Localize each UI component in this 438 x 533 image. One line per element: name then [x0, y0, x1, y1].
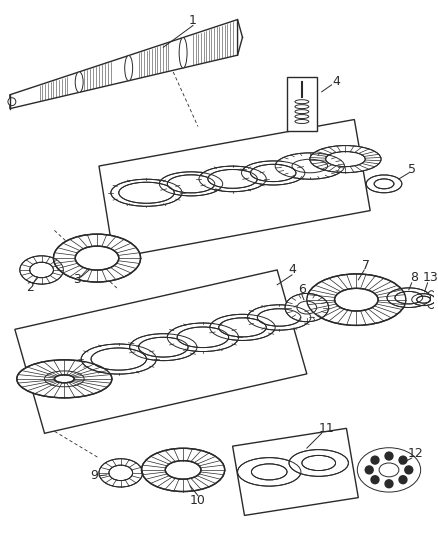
Polygon shape — [233, 429, 358, 515]
Ellipse shape — [379, 463, 399, 477]
Ellipse shape — [179, 37, 187, 68]
Text: 5: 5 — [408, 163, 416, 175]
Ellipse shape — [366, 175, 402, 193]
Text: 1: 1 — [189, 14, 197, 27]
Ellipse shape — [210, 314, 275, 341]
Ellipse shape — [125, 55, 133, 80]
Ellipse shape — [395, 292, 423, 304]
Ellipse shape — [109, 465, 133, 481]
Circle shape — [385, 452, 393, 460]
Text: 12: 12 — [408, 447, 424, 459]
Ellipse shape — [412, 294, 435, 305]
Ellipse shape — [91, 348, 146, 370]
Ellipse shape — [165, 461, 201, 479]
Text: 4: 4 — [288, 263, 296, 277]
Ellipse shape — [374, 179, 394, 189]
Circle shape — [371, 456, 379, 464]
Circle shape — [385, 480, 393, 488]
Circle shape — [399, 456, 407, 464]
Text: 3: 3 — [73, 273, 81, 286]
Ellipse shape — [54, 375, 74, 383]
Ellipse shape — [167, 175, 215, 193]
Ellipse shape — [241, 161, 305, 185]
Text: 13: 13 — [423, 271, 438, 285]
Text: 2: 2 — [26, 281, 34, 294]
Ellipse shape — [417, 296, 431, 303]
Circle shape — [365, 466, 373, 474]
Circle shape — [371, 476, 379, 483]
Ellipse shape — [141, 448, 225, 491]
Ellipse shape — [357, 448, 420, 492]
Ellipse shape — [285, 294, 328, 322]
Ellipse shape — [17, 360, 112, 398]
Ellipse shape — [81, 344, 156, 374]
Ellipse shape — [119, 182, 174, 203]
Ellipse shape — [75, 72, 83, 92]
Circle shape — [399, 476, 407, 483]
Text: 4: 4 — [332, 75, 340, 88]
Ellipse shape — [130, 334, 197, 361]
Ellipse shape — [302, 455, 336, 471]
Ellipse shape — [258, 309, 301, 326]
Ellipse shape — [427, 290, 437, 309]
Ellipse shape — [20, 256, 64, 284]
Ellipse shape — [251, 464, 287, 480]
Polygon shape — [99, 119, 370, 258]
Ellipse shape — [237, 458, 301, 486]
Ellipse shape — [335, 288, 378, 311]
Ellipse shape — [99, 459, 142, 487]
Ellipse shape — [199, 166, 266, 192]
Ellipse shape — [159, 172, 223, 196]
Ellipse shape — [30, 262, 53, 278]
Ellipse shape — [247, 305, 311, 330]
Text: 6: 6 — [298, 283, 306, 296]
Circle shape — [8, 98, 16, 106]
Ellipse shape — [111, 179, 182, 206]
Circle shape — [405, 466, 413, 474]
Text: 9: 9 — [90, 470, 98, 482]
Ellipse shape — [310, 146, 381, 173]
Polygon shape — [10, 20, 237, 109]
Text: 10: 10 — [190, 494, 206, 507]
Ellipse shape — [289, 450, 348, 477]
Bar — [287, 77, 317, 132]
Ellipse shape — [167, 323, 239, 352]
Text: 11: 11 — [319, 422, 335, 435]
Ellipse shape — [275, 153, 344, 179]
Ellipse shape — [138, 337, 188, 357]
Ellipse shape — [53, 234, 141, 282]
Text: 7: 7 — [362, 259, 370, 271]
Ellipse shape — [307, 274, 406, 325]
Text: 8: 8 — [410, 271, 418, 285]
Ellipse shape — [251, 164, 296, 182]
Ellipse shape — [219, 318, 266, 337]
Ellipse shape — [208, 169, 258, 188]
Polygon shape — [15, 270, 307, 433]
Ellipse shape — [75, 246, 119, 270]
Ellipse shape — [325, 151, 365, 167]
Ellipse shape — [387, 288, 431, 308]
Ellipse shape — [177, 327, 229, 348]
